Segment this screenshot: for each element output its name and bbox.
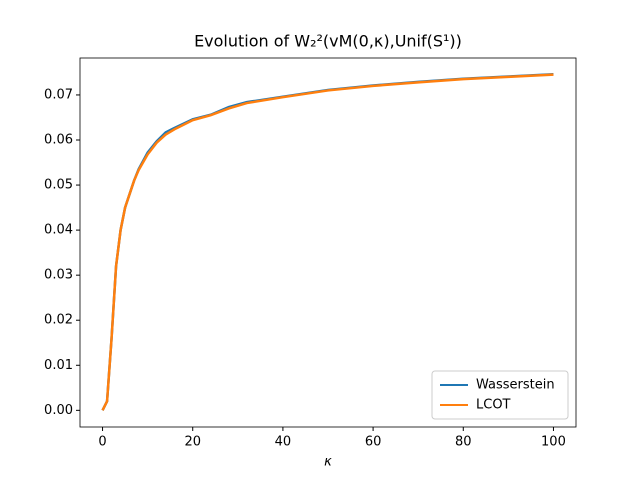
x-axis-label: κ: [324, 455, 332, 470]
y-tick-label: 0.06: [44, 133, 73, 148]
x-tick-label: 40: [275, 435, 292, 450]
x-tick-label: 20: [184, 435, 201, 450]
legend-box: [431, 370, 569, 420]
y-tick-label: 0.07: [44, 87, 73, 102]
y-tick-label: 0.02: [44, 313, 73, 328]
chart-title: Evolution of W₂²(vM(0,κ),Unif(S¹)): [194, 32, 462, 51]
line-series: [101, 73, 554, 411]
y-tick-label: 0.00: [44, 403, 73, 418]
y-tick-label: 0.05: [44, 178, 73, 193]
x-tick-label: 0: [98, 435, 106, 450]
plot-frame: [79, 57, 577, 428]
legend-label: Wasserstein: [476, 378, 555, 393]
x-tick-label: 60: [365, 435, 382, 450]
legend-label: LCOT: [476, 398, 511, 413]
y-tick-label: 0.04: [44, 223, 73, 238]
x-tick-label: 100: [541, 435, 566, 450]
x-tick-label: 80: [455, 435, 472, 450]
y-tick-label: 0.03: [44, 268, 73, 283]
line-series: [101, 72, 554, 411]
y-tick-label: 0.01: [44, 358, 73, 373]
